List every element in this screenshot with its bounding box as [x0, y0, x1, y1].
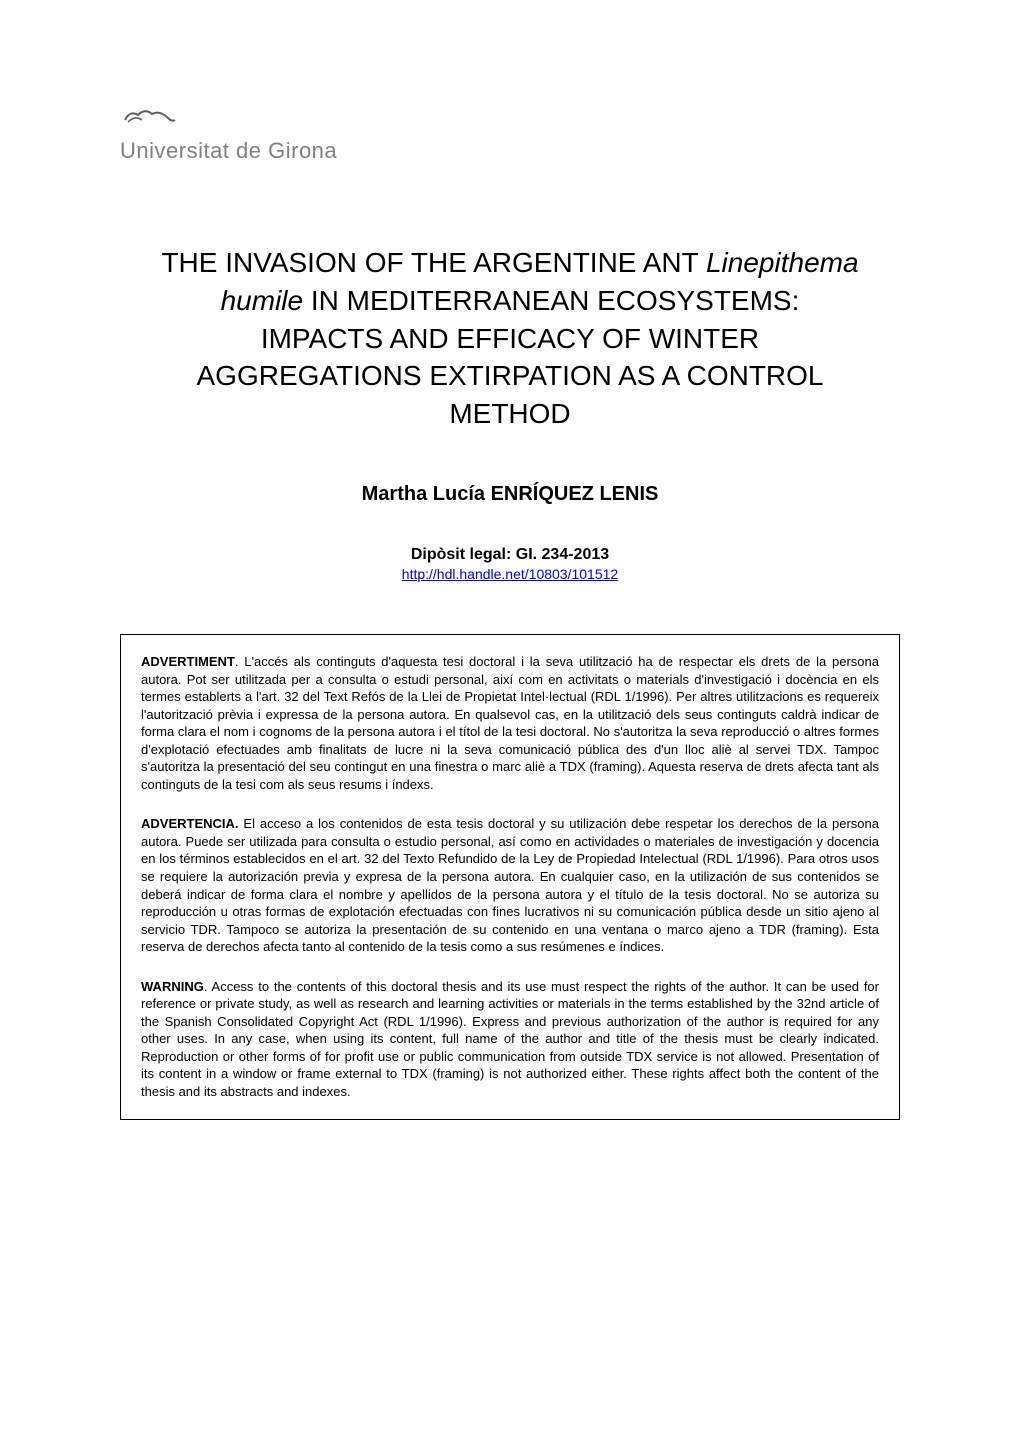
notice-box: ADVERTIMENT. L'accés als continguts d'aq… [120, 634, 900, 1120]
university-name: Universitat de Girona [120, 138, 900, 164]
handle-link[interactable]: http://hdl.handle.net/10803/101512 [402, 566, 618, 582]
notice-spanish-body: El acceso a los contenidos de esta tesis… [141, 816, 879, 954]
deposit-legal-label: Dipòsit legal: GI. 234-2013 [120, 546, 900, 564]
author-last-name: ENRÍQUEZ LENIS [491, 483, 659, 505]
notice-english-heading: WARNING [141, 979, 204, 994]
notice-spanish-heading: ADVERTENCIA. [141, 816, 239, 831]
notice-catalan-body: . L'accés als continguts d'aquesta tesi … [141, 654, 879, 792]
thesis-title: THE INVASION OF THE ARGENTINE ANT Linepi… [120, 244, 900, 433]
title-line1-prefix: THE INVASION OF THE ARGENTINE ANT [161, 247, 706, 278]
title-line2-italic: humile [221, 285, 303, 316]
notice-english-body: . Access to the contents of this doctora… [141, 979, 879, 1099]
title-line4: AGGREGATIONS EXTIRPATION AS A CONTROL [196, 360, 823, 391]
title-line2-suffix: IN MEDITERRANEAN ECOSYSTEMS: [303, 285, 799, 316]
notice-catalan-heading: ADVERTIMENT [141, 654, 235, 669]
university-logo-icon [120, 100, 180, 130]
notice-english: WARNING. Access to the contents of this … [141, 978, 879, 1101]
logo-section: Universitat de Girona [120, 100, 900, 164]
title-line3: IMPACTS AND EFFICACY OF WINTER [261, 323, 759, 354]
notice-spanish: ADVERTENCIA. El acceso a los contenidos … [141, 815, 879, 955]
title-section: THE INVASION OF THE ARGENTINE ANT Linepi… [120, 244, 900, 433]
notice-catalan: ADVERTIMENT. L'accés als continguts d'aq… [141, 653, 879, 793]
author-name: Martha Lucía ENRÍQUEZ LENIS [120, 483, 900, 506]
title-line5: METHOD [449, 398, 570, 429]
author-first-name: Martha Lucía [362, 483, 491, 505]
deposit-section: Dipòsit legal: GI. 234-2013 http://hdl.h… [120, 546, 900, 584]
title-line1-italic: Linepithema [706, 247, 859, 278]
author-section: Martha Lucía ENRÍQUEZ LENIS [120, 483, 900, 506]
